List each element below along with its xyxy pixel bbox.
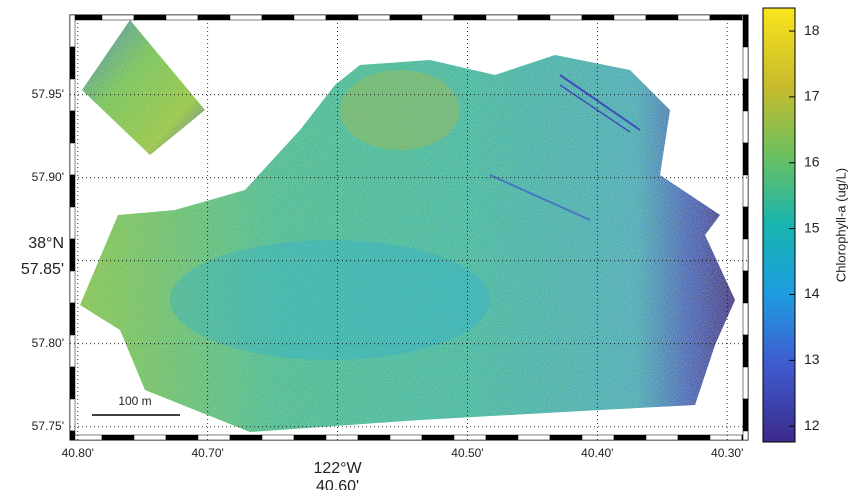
border-segment	[549, 14, 583, 21]
border-segment	[69, 270, 76, 304]
border-segment	[677, 434, 711, 441]
border-segment	[389, 434, 423, 441]
border-segment	[133, 14, 167, 21]
y-tick-label: 57.90'	[32, 170, 64, 184]
border-segment	[69, 302, 76, 336]
colorbar	[762, 7, 796, 443]
scale-bar: 100 m	[92, 394, 180, 416]
border-segment	[69, 238, 76, 272]
border-segment	[645, 434, 679, 441]
colorbar-tick-label: 16	[804, 153, 820, 169]
border-segment	[69, 366, 76, 400]
border-segment	[357, 434, 391, 441]
border-segment	[293, 434, 327, 441]
border-segment	[485, 14, 519, 21]
border-segment	[389, 14, 423, 21]
border-segment	[645, 14, 679, 21]
border-segment	[742, 110, 749, 144]
colorbar-tick-label: 14	[804, 285, 820, 301]
border-segment	[69, 206, 76, 240]
x-tick-label: 40.30'	[711, 446, 743, 460]
colorbar-tick-label: 15	[804, 219, 820, 235]
border-segment	[69, 398, 76, 432]
border-segment	[742, 430, 749, 441]
border-segment	[613, 14, 647, 21]
lat-degree-label: 38°N	[28, 235, 64, 252]
colorbar-tick-label: 12	[804, 417, 820, 433]
x-tick-label: 40.60'	[316, 478, 359, 490]
y-tick-label: 57.80'	[32, 336, 64, 350]
border-segment	[421, 434, 455, 441]
border-segment	[742, 14, 749, 48]
border-segment	[742, 78, 749, 112]
border-segment	[293, 14, 327, 21]
border-segment	[165, 14, 199, 21]
border-segment	[133, 434, 167, 441]
border-segment	[742, 206, 749, 240]
border-segment	[69, 334, 76, 368]
y-tick-label: 57.75'	[32, 419, 64, 433]
border-segment	[742, 302, 749, 336]
border-segment	[325, 14, 359, 21]
border-segment	[742, 238, 749, 272]
border-segment	[742, 46, 749, 80]
border-segment	[742, 398, 749, 432]
y-tick-label: 57.95'	[32, 87, 64, 101]
border-segment	[709, 14, 743, 21]
x-tick-label: 40.40'	[581, 446, 613, 460]
border-segment	[581, 434, 615, 441]
lon-degree-label: 122°W	[313, 460, 362, 477]
border-segment	[101, 434, 135, 441]
border-segment	[165, 434, 199, 441]
border-segment	[742, 334, 749, 368]
x-tick-label: 40.50'	[451, 446, 483, 460]
colorbar-label: Chlorophyll-a (ug/L)	[833, 168, 848, 282]
y-tick-label: 57.85'	[21, 261, 64, 278]
border-segment	[261, 14, 295, 21]
border-segment	[69, 430, 76, 441]
border-segment	[69, 142, 76, 176]
border-segment	[549, 434, 583, 441]
mosaic	[80, 20, 735, 432]
frame-border	[69, 14, 749, 441]
border-segment	[485, 434, 519, 441]
border-segment	[742, 174, 749, 208]
border-segment	[69, 110, 76, 144]
border-segment	[517, 434, 551, 441]
scale-bar-label: 100 m	[118, 394, 151, 408]
border-segment	[197, 434, 231, 441]
border-segment	[69, 14, 76, 48]
border-segment	[229, 434, 263, 441]
colorbar-tick-label: 13	[804, 351, 820, 367]
border-segment	[742, 270, 749, 304]
border-segment	[69, 46, 76, 80]
border-segment	[325, 434, 359, 441]
border-segment	[677, 14, 711, 21]
x-tick-label: 40.80'	[62, 446, 94, 460]
border-segment	[517, 14, 551, 21]
border-segment	[742, 142, 749, 176]
border-segment	[197, 14, 231, 21]
border-segment	[709, 434, 743, 441]
colorbar-tick-label: 18	[804, 22, 820, 38]
colorbar-tick-label: 17	[804, 88, 820, 104]
border-segment	[613, 434, 647, 441]
border-segment	[453, 434, 487, 441]
border-segment	[453, 14, 487, 21]
x-tick-label: 40.70'	[192, 446, 224, 460]
border-segment	[581, 14, 615, 21]
border-segment	[101, 14, 135, 21]
border-segment	[421, 14, 455, 21]
border-segment	[229, 14, 263, 21]
border-segment	[742, 366, 749, 400]
border-segment	[69, 174, 76, 208]
border-segment	[261, 434, 295, 441]
border-segment	[357, 14, 391, 21]
